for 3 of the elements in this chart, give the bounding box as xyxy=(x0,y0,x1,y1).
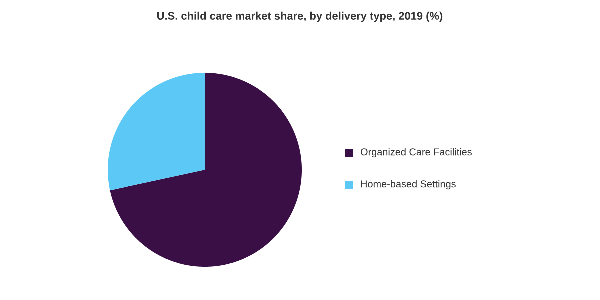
legend-label: Organized Care Facilities xyxy=(360,148,472,158)
legend-label: Home-based Settings xyxy=(361,180,456,190)
chart-title: U.S. child care market share, by delivery type, 2019 (%) xyxy=(158,12,443,22)
